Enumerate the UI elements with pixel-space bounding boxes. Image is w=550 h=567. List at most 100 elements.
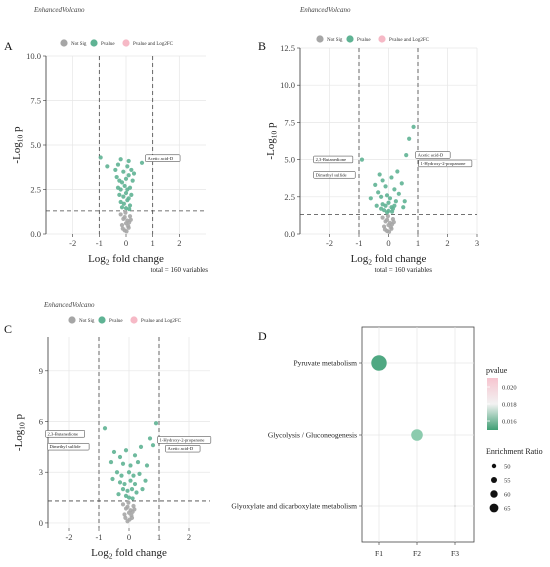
annotation-label: Dimethyl sulfide (50, 444, 81, 449)
point-not-sig (120, 226, 125, 231)
legend-label: Not Sig (79, 319, 95, 324)
point-pvalue (390, 206, 396, 211)
legend-label: Pvalue and Log2FC (141, 319, 182, 324)
point-pvalue (396, 191, 401, 196)
volcano-panel-c: EnhancedVolcano C Not Sig Pvalue Pvalue and … (4, 301, 212, 561)
point-not-sig (122, 512, 127, 517)
legend-marker (98, 316, 106, 324)
x-tick-label: -2 (326, 238, 333, 248)
legend-label: Pvalue and Log2FC (389, 38, 430, 43)
legend-marker (60, 39, 68, 47)
annotation-box (313, 155, 354, 164)
bubble-point (454, 505, 456, 507)
point-pvalue (121, 201, 126, 206)
legend-label: Pvalue (109, 319, 123, 324)
point-pvalue (143, 478, 148, 483)
point-pvalue (113, 167, 118, 173)
pvalue-legend-label: 0.020 (502, 385, 517, 392)
point-not-sig (123, 515, 128, 520)
enrichment-legend-marker (491, 477, 497, 483)
point-pvalue (139, 160, 145, 165)
bubble-panel-d: D F1 F2 F3 Pyruvate metabolism Glycolysis / G… (231, 326, 543, 558)
point-pvalue (395, 169, 400, 174)
x-tick-label: -2 (65, 532, 72, 542)
point-not-sig (386, 229, 392, 234)
enrichment-legend-marker (490, 490, 498, 498)
bubble-point (371, 355, 387, 371)
point-pvalue (377, 172, 382, 177)
y-tick-label: 7.5 (30, 96, 41, 106)
point-not-sig (118, 212, 123, 217)
point-pvalue (376, 190, 381, 195)
pvalue-legend-label: 0.016 (502, 419, 517, 426)
y-tick-label: 5.0 (284, 155, 295, 165)
point-not-sig (126, 223, 131, 229)
point-not-sig (127, 214, 133, 219)
legend-marker (130, 316, 138, 324)
point-pvalue (386, 200, 391, 205)
x-tick-label: 0 (386, 238, 390, 248)
point-not-sig (124, 229, 129, 234)
enrichment-legend-label: 65 (504, 506, 511, 513)
annotation-label: Acetic acid-D (148, 156, 174, 161)
enrichment-legend-label: 60 (504, 492, 511, 499)
y-category-label: Glyoxylate and dicarboxylate metabolism (231, 502, 357, 511)
point-pvalue (102, 426, 108, 431)
x-tick-label: -2 (69, 238, 76, 248)
point-pvalue (379, 194, 384, 199)
point-not-sig (384, 217, 390, 222)
point-pvalue (111, 449, 117, 455)
point-pvalue (402, 199, 407, 204)
point-pvalue (117, 192, 122, 197)
point-pvalue (126, 158, 131, 164)
point-not-sig (126, 500, 131, 505)
panel-label: B (258, 39, 266, 53)
point-pvalue (384, 210, 390, 215)
point-pvalue (126, 470, 132, 475)
y-tick-label: 2.5 (30, 185, 41, 195)
point-pvalue (147, 436, 153, 441)
legend-marker (122, 39, 130, 47)
y-axis-label: -Log10 p (265, 122, 279, 160)
x-tick-label: 1 (416, 238, 420, 248)
point-not-sig (123, 210, 128, 215)
point-pvalue (123, 190, 129, 196)
x-tick-label: F1 (375, 549, 383, 558)
point-pvalue (110, 476, 115, 482)
total-variables-note: total = 160 variables (375, 266, 433, 274)
point-pvalue (134, 490, 139, 495)
annotation-label: Acetic acid-D (418, 153, 444, 158)
annotation-label: 1-Hydroxy-2-propanone (421, 161, 466, 166)
point-pvalue (128, 463, 133, 468)
x-tick-label: 2 (445, 238, 449, 248)
point-pvalue (117, 454, 123, 460)
chart-title: EnhancedVolcano (43, 301, 95, 309)
point-pvalue (407, 136, 412, 141)
annotation-label: 2,3-Butanedione (48, 431, 79, 437)
pvalue-legend-title: pvalue (486, 366, 508, 375)
point-not-sig (391, 219, 396, 225)
point-pvalue (125, 488, 130, 493)
point-pvalue (128, 478, 133, 483)
point-pvalue (118, 187, 123, 192)
point-pvalue (389, 175, 394, 180)
x-axis-label: Log2 fold change (91, 547, 167, 561)
point-pvalue (131, 473, 136, 478)
point-pvalue (126, 173, 131, 178)
legend-label: Pvalue (357, 38, 371, 43)
point-pvalue (131, 171, 137, 176)
point-pvalue (126, 495, 132, 500)
bubble-point (411, 429, 423, 441)
annotation-box (45, 430, 85, 438)
legend-label: Pvalue (101, 42, 115, 47)
x-tick-label: 1 (157, 532, 161, 542)
point-pvalue (125, 198, 130, 203)
point-pvalue (153, 421, 159, 426)
panel-label: D (258, 329, 267, 343)
x-axis-label: Log2 fold change (88, 253, 164, 267)
point-pvalue (122, 183, 127, 189)
chart-title: EnhancedVolcano (299, 6, 351, 14)
pvalue-colorbar (487, 378, 498, 430)
point-not-sig (127, 517, 132, 522)
point-pvalue (130, 178, 135, 183)
